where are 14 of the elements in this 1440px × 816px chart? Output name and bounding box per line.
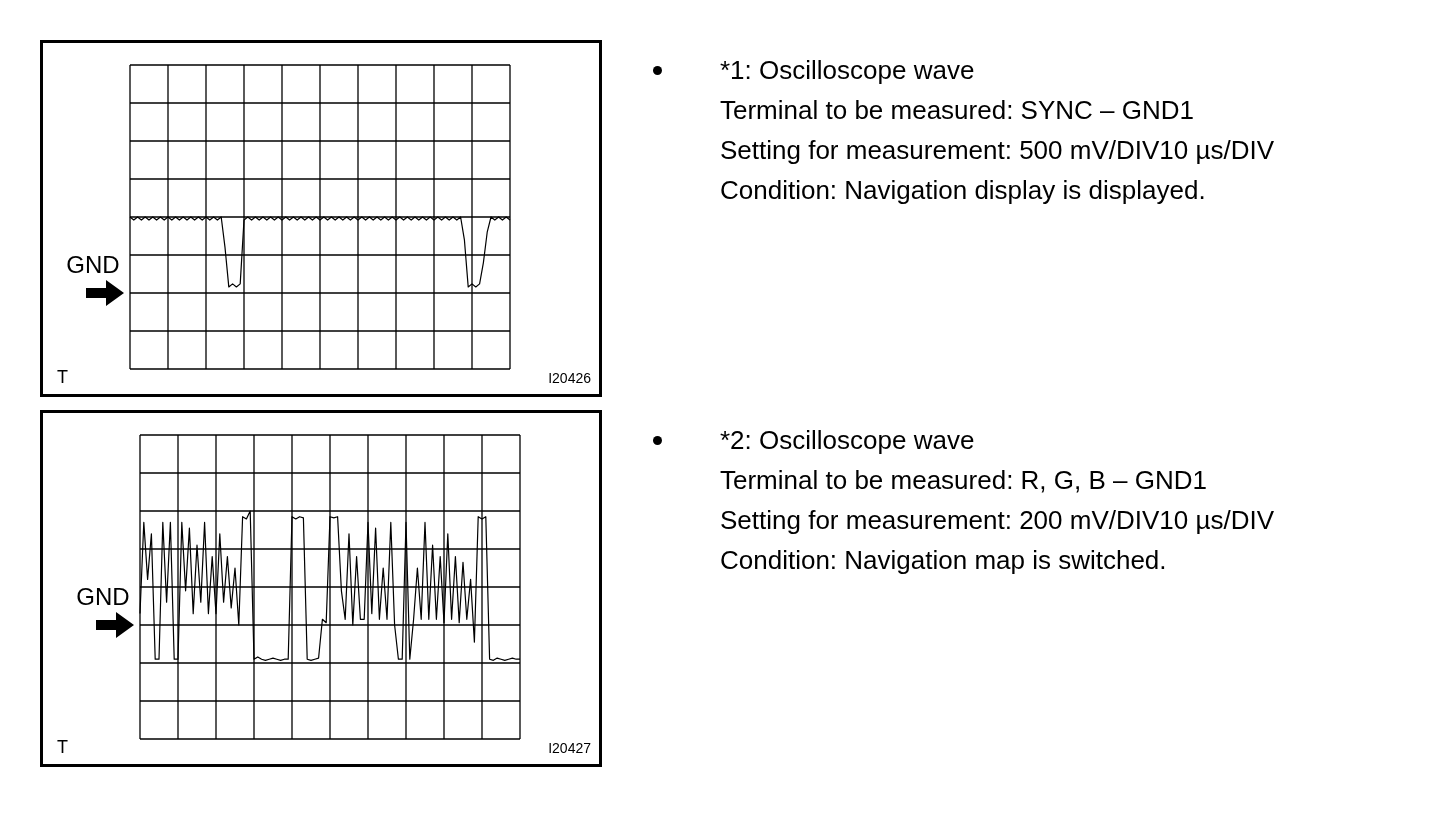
text: *2: Oscilloscope wave [720,424,976,457]
text: I20426 [548,370,591,386]
text: Terminal to be measured: SYNC – GND1 [720,94,1195,127]
text: Condition: Navigation display is displayed. [720,174,1207,207]
text: T [57,367,68,388]
text: Condition: Navigation map is switched. [720,544,1168,577]
text: T [57,737,68,758]
text: GND [65,251,121,279]
text: Setting for measurement: 500 mV/DIV10 µs/DIV [720,134,1274,167]
text: Terminal to be measured: R, G, B – GND1 [720,464,1208,497]
text: I20427 [548,740,591,756]
text: Setting for measurement: 200 mV/DIV10 µs/DIV [720,504,1274,537]
text: *1: Oscilloscope wave [720,54,976,87]
text: GND [75,583,131,611]
